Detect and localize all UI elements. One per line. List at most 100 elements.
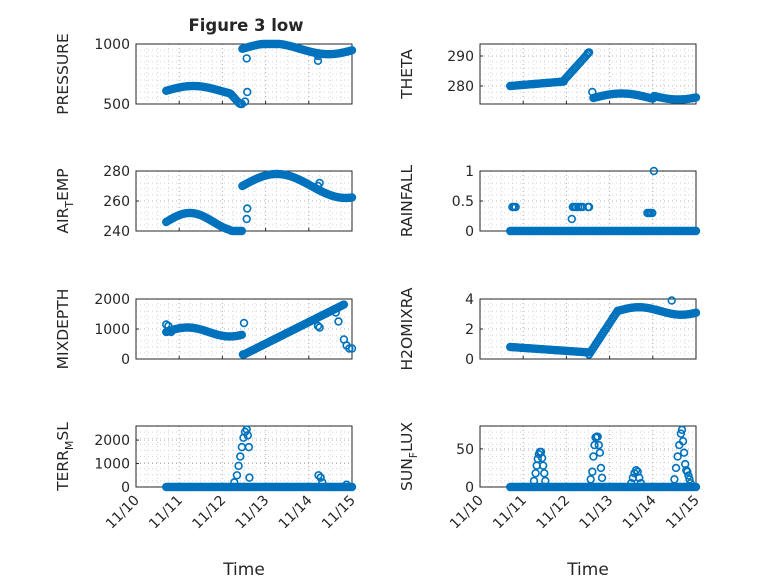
data-point (230, 478, 239, 487)
ytick-label: 4 (465, 292, 474, 308)
xtick-label: 11/15 (319, 493, 359, 533)
data-point (691, 226, 701, 236)
x-axis-label: Time (566, 560, 609, 580)
data-point (234, 461, 243, 471)
data-point (237, 442, 247, 452)
data-point (347, 193, 357, 202)
ytick-label: 2000 (94, 292, 130, 308)
data-point (670, 475, 679, 484)
data-point (671, 463, 681, 473)
data-point (345, 344, 354, 353)
ytick-label: 1 (465, 164, 474, 180)
y-axis-label: PRESSURE (54, 33, 72, 115)
data-point (541, 476, 550, 486)
data-point (347, 344, 357, 353)
ytick-label: 0.5 (452, 194, 474, 210)
subplot-6: 0 2 4 H2OMIXRA (398, 287, 701, 371)
series-markers (506, 425, 701, 492)
ytick-label: 280 (103, 164, 130, 180)
data-point (334, 317, 343, 326)
y-axis-label: TERRMSL (54, 422, 76, 492)
series-markers (506, 48, 701, 104)
subplot-5: 0 1000 2000 MIXDEPTH (54, 289, 357, 370)
data-point (635, 473, 644, 483)
subplot-8: 0 50 11/10 11/11 11/12 11/13 11/14 11/15 Time SUN… (398, 422, 703, 580)
data-point (339, 300, 349, 309)
data-point (678, 437, 688, 446)
data-point (313, 56, 323, 65)
data-point (237, 330, 247, 340)
ytick-label: 0 (121, 352, 130, 368)
y-axis-label: SUNFLUX (398, 422, 420, 491)
data-point (685, 475, 694, 484)
subplot-4: 0 0.5 1 RAINFALL (398, 164, 701, 240)
y-axis-label: MIXDEPTH (54, 289, 72, 370)
data-point (347, 46, 357, 55)
series-markers (162, 169, 357, 236)
x-axis-label: Time (222, 560, 265, 580)
data-point (342, 480, 351, 489)
data-point (589, 452, 598, 461)
data-point (540, 469, 549, 478)
subplot-2: 280 290 THETA (398, 43, 701, 105)
ytick-label: 280 (447, 79, 474, 95)
series-markers (506, 166, 701, 236)
ytick-label: 260 (103, 194, 130, 210)
ytick-label: 1000 (94, 457, 130, 473)
data-point (691, 93, 701, 102)
data-point (673, 452, 682, 461)
data-point (567, 214, 576, 224)
data-point (631, 466, 641, 475)
figure-title: Figure 3 low (188, 16, 303, 35)
data-point (237, 226, 247, 236)
ytick-label: 50 (456, 442, 474, 458)
data-point (594, 440, 603, 450)
data-point (684, 471, 693, 480)
data-point (667, 296, 676, 305)
axes-frame (479, 43, 697, 105)
data-point (315, 323, 324, 332)
data-point (679, 448, 689, 457)
data-point (242, 214, 251, 224)
data-point (648, 208, 657, 218)
data-point (239, 318, 249, 328)
data-point (691, 308, 701, 317)
xtick-label: 11/13 (233, 493, 273, 533)
data-point (313, 321, 323, 331)
ytick-label: 2 (465, 322, 474, 338)
data-point (236, 452, 245, 461)
data-point (636, 478, 646, 488)
data-point (529, 476, 539, 486)
xtick-label: 11/12 (189, 493, 229, 533)
subplot-7: 0 1000 2000 11/10 11/11 11/12 11/13 11/14 11/15 T… (54, 422, 359, 580)
data-point (315, 178, 324, 188)
subplot-3: 240 260 280 AIRTEMP (54, 164, 357, 240)
y-axis-label: THETA (398, 49, 416, 100)
data-point (588, 87, 597, 97)
data-point (244, 442, 254, 452)
series-markers (506, 296, 701, 359)
data-point (314, 471, 323, 480)
xtick-label: 11/14 (620, 492, 660, 532)
ytick-label: 0 (465, 352, 474, 368)
data-point (537, 453, 547, 463)
y-axis-label: AIRTEMP (54, 168, 76, 233)
ytick-label: 2000 (94, 433, 130, 449)
series-markers (162, 39, 357, 109)
series-markers (162, 300, 357, 359)
ytick-label: 500 (103, 97, 130, 113)
data-point (588, 467, 597, 476)
data-point (511, 202, 520, 212)
xtick-label: 11/10 (103, 493, 143, 533)
series-markers (162, 425, 357, 492)
data-point (232, 471, 242, 480)
data-point (240, 97, 250, 106)
data-point (584, 202, 594, 212)
ytick-label: 1000 (94, 37, 130, 53)
data-point (626, 478, 636, 488)
y-axis-label: RAINFALL (398, 164, 416, 237)
xtick-label: 11/11 (146, 493, 186, 533)
data-point (313, 51, 323, 61)
data-point (316, 473, 325, 482)
xtick-label: 11/11 (490, 493, 530, 533)
